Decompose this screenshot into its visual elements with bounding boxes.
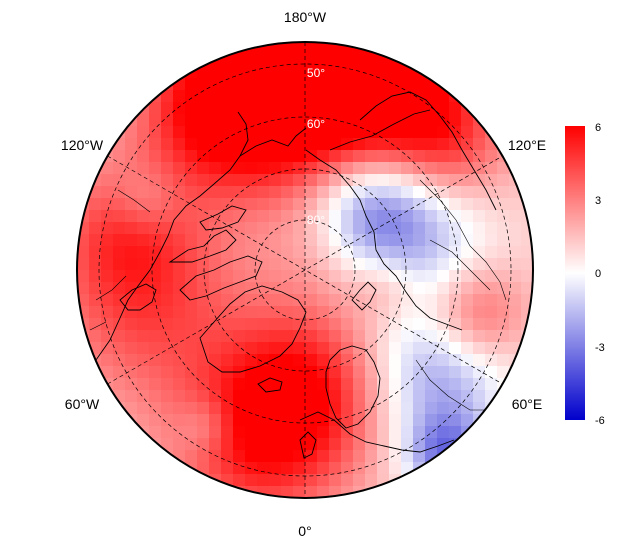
british-isles-coastline	[299, 431, 317, 459]
colorbar-tick-6: 6	[595, 122, 601, 134]
russia-coastline	[329, 109, 431, 151]
colorbar-tick-3: 3	[595, 195, 601, 207]
colorbar-gradient	[565, 126, 585, 420]
alaska-coastline	[239, 127, 307, 157]
meridian-60e-120w	[107, 155, 503, 385]
scandinavia-coastline	[325, 345, 381, 429]
lon-label-0: 0°	[298, 523, 311, 539]
iceland-coastline	[257, 377, 283, 393]
novaya-zemlya-coastline	[351, 281, 377, 311]
lon-label-60e: 60°E	[512, 396, 543, 412]
canadian-archipelago-coastline	[168, 205, 263, 301]
north-america-borders	[89, 189, 151, 331]
colorbar: 6 3 0 -3 -6	[565, 122, 605, 427]
coastlines	[89, 91, 507, 459]
lat-label-60: 60°	[307, 117, 325, 131]
lat-circle-80	[254, 219, 356, 321]
lon-label-60w: 60°W	[65, 396, 100, 412]
lat-label-50: 50°	[307, 66, 325, 80]
map-boundary	[76, 41, 534, 499]
meridian-60w-120e	[107, 155, 503, 385]
lat-circle-70	[203, 168, 407, 372]
lat-label-80: 80°	[307, 213, 325, 227]
colorbar-tick-neg6: -6	[595, 415, 605, 427]
colorbar-tick-0: 0	[595, 268, 601, 280]
lon-label-180w: 180°W	[284, 9, 327, 25]
graticule	[98, 42, 512, 498]
lon-label-120w: 120°W	[61, 137, 104, 153]
hudson-bay-coastline	[119, 283, 157, 311]
colorbar-tick-neg3: -3	[595, 342, 605, 354]
far-east-coastline	[359, 91, 497, 211]
asia-borders	[415, 179, 507, 411]
europe-coastline	[299, 411, 455, 453]
lon-label-120e: 120°E	[508, 137, 546, 153]
